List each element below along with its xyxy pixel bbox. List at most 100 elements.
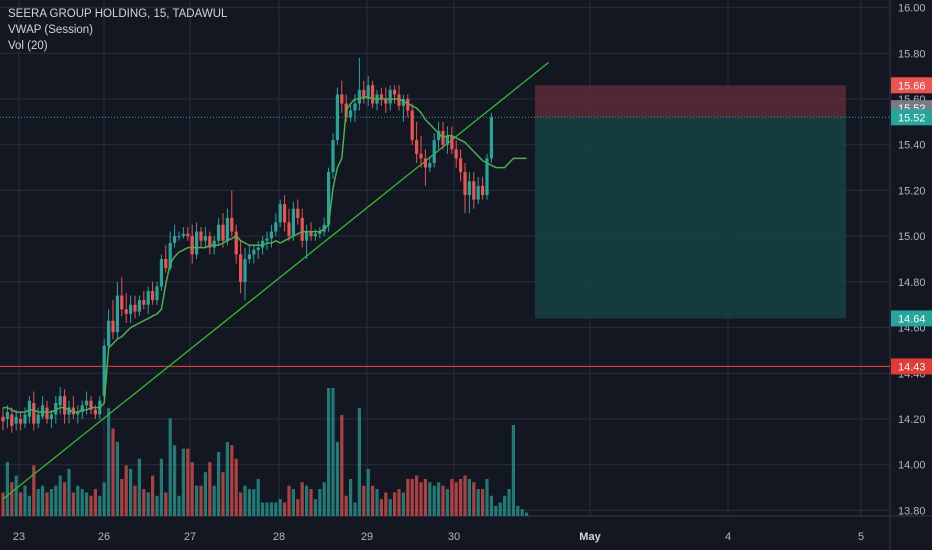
volume-bar — [85, 492, 89, 516]
candle-body — [221, 224, 225, 241]
candle-body — [120, 295, 124, 310]
time-tick-label: 23 — [13, 531, 25, 543]
time-tick-label: 26 — [98, 531, 110, 543]
candle-body — [212, 240, 216, 248]
volume-bar — [230, 445, 234, 516]
candle-body — [309, 231, 313, 237]
volume-bar — [159, 458, 163, 516]
volume-bar — [173, 445, 177, 516]
candle-body — [459, 158, 463, 173]
price-tick-label: 14.00 — [898, 460, 926, 472]
volume-bar — [516, 505, 520, 516]
volume-bar — [120, 478, 124, 516]
volume-bar — [397, 489, 401, 516]
candle-body — [41, 405, 45, 417]
volume-bar — [111, 428, 115, 516]
volume-bar — [437, 482, 441, 516]
price-tag-label-target: 14.64 — [898, 313, 926, 325]
candle-body — [331, 140, 335, 173]
vwap-indicator-label[interactable]: VWAP (Session) — [8, 24, 93, 36]
volume-bar — [423, 478, 427, 516]
volume-bar — [5, 462, 9, 516]
volume-bar — [190, 462, 194, 516]
candle-body — [32, 403, 36, 424]
candle-body — [349, 110, 353, 118]
candle-body — [173, 236, 177, 243]
candle-body — [124, 309, 128, 314]
volume-bar — [331, 388, 335, 516]
volume-bar — [406, 478, 410, 516]
candle-body — [243, 259, 247, 282]
volume-bar — [195, 485, 199, 516]
volume-bar — [305, 485, 309, 516]
candle-body — [63, 396, 67, 415]
volume-indicator-label[interactable]: Vol (20) — [8, 40, 48, 52]
volume-bar — [102, 482, 106, 516]
volume-bar — [71, 492, 75, 516]
price-tag-support — [891, 358, 932, 375]
volume-bar — [454, 482, 458, 516]
volume-bar — [335, 441, 339, 516]
candle-body — [450, 135, 454, 150]
candle-body — [203, 236, 207, 241]
candle-body — [151, 291, 155, 301]
volume-bar — [36, 489, 40, 516]
price-tick-label: 15.40 — [898, 140, 926, 152]
volume-bar — [54, 485, 58, 516]
volume-bar — [142, 489, 146, 516]
volume-bar — [98, 495, 102, 516]
volume-bar — [41, 485, 45, 516]
candle-body — [415, 140, 419, 154]
volume-bar — [353, 502, 357, 516]
volume-bar — [129, 468, 133, 516]
price-tick-label: 14.20 — [898, 414, 926, 426]
candle-body — [49, 414, 53, 419]
trendline — [2, 61, 550, 500]
candle-body — [463, 172, 467, 195]
volume-bar — [19, 492, 23, 516]
volume-bar — [366, 468, 370, 516]
candle-body — [291, 208, 295, 237]
candle-body — [340, 94, 344, 104]
volume-bar — [27, 495, 31, 516]
candle-body — [195, 231, 199, 255]
candle-body — [5, 412, 9, 419]
candle-body — [111, 320, 115, 333]
volume-bar — [401, 492, 405, 516]
candle-body — [67, 407, 71, 415]
candle-body — [481, 185, 485, 195]
vwap-line — [3, 95, 527, 413]
candle-body — [327, 172, 331, 225]
price-tick-label: 14.80 — [898, 277, 926, 289]
candle-body — [379, 94, 383, 99]
candle-body — [58, 396, 62, 406]
price-tag-stop — [891, 77, 932, 94]
candle-body — [388, 89, 392, 104]
candle-body — [278, 204, 282, 223]
symbol-title[interactable]: SEERA GROUP HOLDING, 15, TADAWUL — [8, 8, 228, 20]
volume-bar — [278, 499, 282, 516]
candle-body — [142, 300, 146, 305]
volume-bar — [155, 495, 159, 516]
price-tag-label-last: 15.52 — [898, 112, 926, 124]
candle-body — [287, 222, 291, 237]
candle-body — [247, 254, 251, 259]
candle-body — [476, 185, 480, 200]
volume-bar — [344, 495, 348, 516]
price-tick-label: 15.80 — [898, 48, 926, 60]
time-tick-label: 30 — [448, 531, 460, 543]
volume-bar — [89, 495, 93, 516]
candle-body — [467, 181, 471, 195]
volume-bar — [208, 462, 212, 516]
candle-body — [199, 231, 203, 241]
candle-body — [265, 238, 269, 241]
volume-bar — [23, 485, 27, 516]
volume-bar — [234, 458, 238, 516]
volume-bar — [313, 499, 317, 516]
candle-body — [168, 243, 172, 269]
candle-body — [371, 85, 375, 104]
candle-body — [428, 163, 432, 168]
volume-bar — [177, 495, 181, 516]
